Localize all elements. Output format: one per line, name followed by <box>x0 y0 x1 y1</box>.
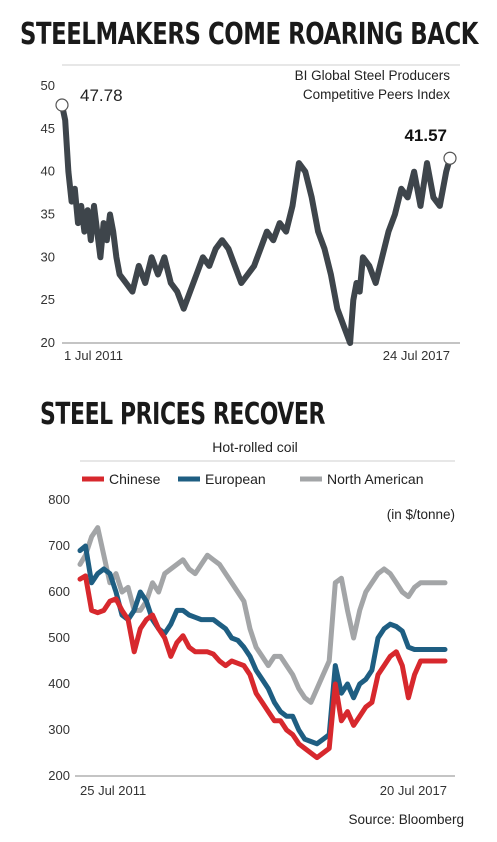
chart2-y-tick-label: 300 <box>48 722 70 737</box>
chart2-y-tick-label: 700 <box>48 538 70 553</box>
chart2-legend-label: European <box>205 471 266 487</box>
chart2-x-start-label: 25 Jul 2011 <box>80 783 146 798</box>
source-note: Source: Bloomberg <box>348 812 464 827</box>
chart2-y-tick-label: 200 <box>48 768 70 783</box>
chart2-x-end-label: 20 Jul 2017 <box>380 783 447 798</box>
chart1-start-value-label: 47.78 <box>80 86 123 105</box>
chart2-legend-label: Chinese <box>109 471 161 487</box>
chart2-legend-label: North American <box>327 471 423 487</box>
chart1-subtitle-line2: Competitive Peers Index <box>303 87 450 102</box>
chart2-series-line-chinese <box>77 573 448 761</box>
chart2-y-tick-label: 500 <box>48 630 70 645</box>
chart1-end-value-label: 41.57 <box>404 126 447 145</box>
chart1-title: STEELMAKERS COME ROARING BACK <box>20 17 479 52</box>
chart1-x-start-label: 1 Jul 2011 <box>64 348 123 363</box>
chart1-y-tick-label: 30 <box>41 249 55 264</box>
chart1-x-end-label: 24 Jul 2017 <box>383 348 450 363</box>
chart2-y-axis: 800 700 600 500 400 300 200 <box>48 492 70 783</box>
chart2-series-line-north-american <box>77 525 448 705</box>
chart2-legend: Chinese European North American <box>82 471 423 487</box>
chart1-y-tick-label: 50 <box>41 78 55 93</box>
chart1-y-axis: 50 45 40 35 30 25 20 <box>41 78 55 350</box>
chart1-y-tick-label: 35 <box>41 207 55 222</box>
chart2-subtitle: Hot-rolled coil <box>212 439 298 455</box>
chart2-title: STEEL PRICES RECOVER <box>40 397 326 432</box>
chart1-series-line <box>59 102 453 346</box>
chart1-y-tick-label: 40 <box>41 164 55 179</box>
chart2-y-tick-label: 800 <box>48 492 70 507</box>
chart1-y-tick-label: 45 <box>41 121 55 136</box>
chart2-plot-area <box>77 525 448 761</box>
chart1-start-marker <box>55 98 69 112</box>
chart2-y-tick-label: 400 <box>48 676 70 691</box>
chart2-series-line-european <box>77 543 448 747</box>
chart1-y-tick-label: 20 <box>41 335 55 350</box>
chart1-subtitle-line1: BI Global Steel Producers <box>295 68 451 83</box>
chart1-plot-area <box>55 98 457 346</box>
chart1-end-marker <box>443 151 457 165</box>
chart2-y-tick-label: 600 <box>48 584 70 599</box>
chart2-unit-label: (in $/tonne) <box>387 507 455 522</box>
chart1-y-tick-label: 25 <box>41 292 55 307</box>
